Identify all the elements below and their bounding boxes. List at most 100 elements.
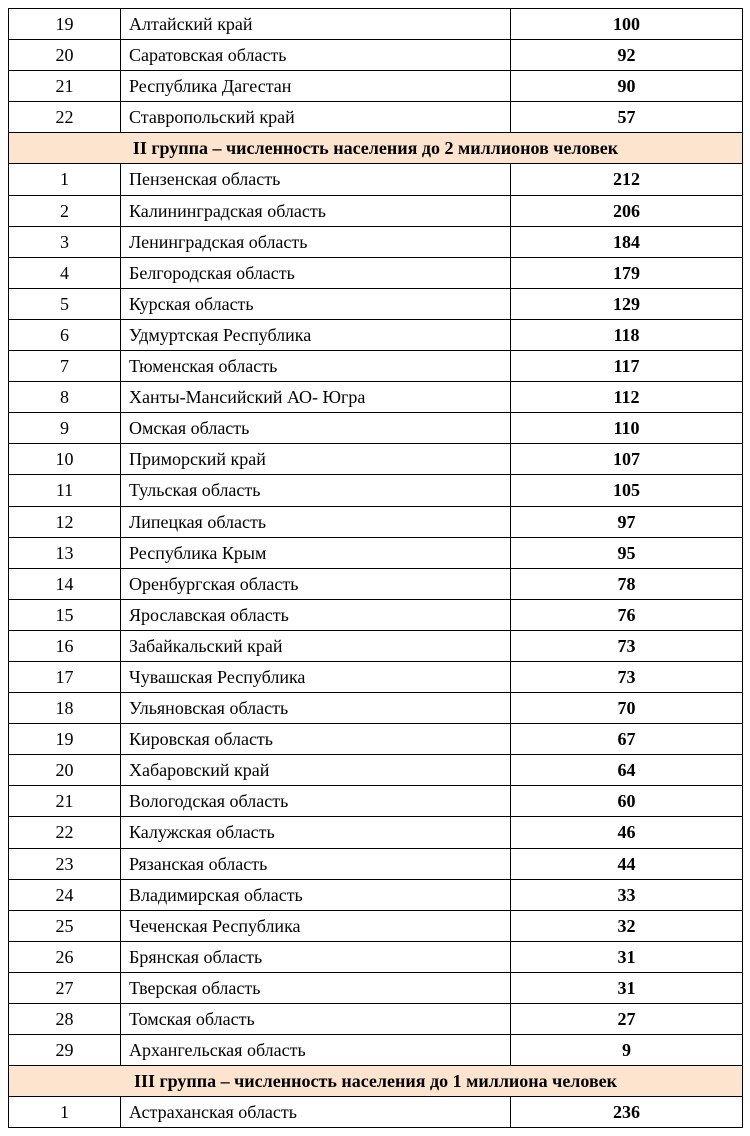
row-number-cell: 23 [9, 848, 121, 879]
table-row: 16Забайкальский край73 [9, 630, 743, 661]
region-name-cell: Кировская область [121, 724, 511, 755]
region-name-cell: Белгородская область [121, 257, 511, 288]
value-cell: 92 [511, 40, 743, 71]
row-number-cell: 19 [9, 724, 121, 755]
value-cell: 78 [511, 568, 743, 599]
table-row: III группа – численность населения до 1 … [9, 1066, 743, 1097]
region-name-cell: Тюменская область [121, 351, 511, 382]
row-number-cell: 24 [9, 879, 121, 910]
table-row: 3Ленинградская область184 [9, 226, 743, 257]
region-name-cell: Удмуртская Республика [121, 319, 511, 350]
value-cell: 90 [511, 71, 743, 102]
region-name-cell: Приморский край [121, 444, 511, 475]
region-name-cell: Саратовская область [121, 40, 511, 71]
table-row: 22Ставропольский край57 [9, 102, 743, 133]
row-number-cell: 1 [9, 1097, 121, 1128]
value-cell: 112 [511, 382, 743, 413]
row-number-cell: 29 [9, 1035, 121, 1066]
value-cell: 73 [511, 661, 743, 692]
table-row: 27Тверская область31 [9, 972, 743, 1003]
table-row: 21Вологодская область60 [9, 786, 743, 817]
region-name-cell: Ставропольский край [121, 102, 511, 133]
value-cell: 76 [511, 599, 743, 630]
table-row: 10Приморский край107 [9, 444, 743, 475]
table-row: 1Астраханская область236 [9, 1097, 743, 1128]
table-row: II группа – численность населения до 2 м… [9, 133, 743, 164]
value-cell: 9 [511, 1035, 743, 1066]
region-name-cell: Республика Дагестан [121, 71, 511, 102]
value-cell: 100 [511, 9, 743, 40]
region-name-cell: Рязанская область [121, 848, 511, 879]
region-name-cell: Брянская область [121, 941, 511, 972]
table-row: 19Кировская область67 [9, 724, 743, 755]
region-name-cell: Республика Крым [121, 537, 511, 568]
row-number-cell: 13 [9, 537, 121, 568]
table-row: 25Чеченская Республика32 [9, 910, 743, 941]
table-row: 23Рязанская область44 [9, 848, 743, 879]
value-cell: 97 [511, 506, 743, 537]
row-number-cell: 7 [9, 351, 121, 382]
table-row: 26Брянская область31 [9, 941, 743, 972]
region-name-cell: Хабаровский край [121, 755, 511, 786]
row-number-cell: 8 [9, 382, 121, 413]
row-number-cell: 28 [9, 1004, 121, 1035]
row-number-cell: 22 [9, 817, 121, 848]
table-row: 15Ярославская область76 [9, 599, 743, 630]
table-row: 19Алтайский край100 [9, 9, 743, 40]
table-row: 11Тульская область105 [9, 475, 743, 506]
region-name-cell: Забайкальский край [121, 630, 511, 661]
table-row: 4Белгородская область179 [9, 257, 743, 288]
table-row: 5Курская область129 [9, 288, 743, 319]
value-cell: 117 [511, 351, 743, 382]
row-number-cell: 15 [9, 599, 121, 630]
value-cell: 33 [511, 879, 743, 910]
value-cell: 212 [511, 164, 743, 195]
row-number-cell: 3 [9, 226, 121, 257]
table-row: 2Калининградская область206 [9, 195, 743, 226]
region-name-cell: Астраханская область [121, 1097, 511, 1128]
table-row: 29Архангельская область9 [9, 1035, 743, 1066]
value-cell: 206 [511, 195, 743, 226]
table-row: 7Тюменская область117 [9, 351, 743, 382]
table-row: 12Липецкая область97 [9, 506, 743, 537]
region-name-cell: Липецкая область [121, 506, 511, 537]
table-row: 17Чувашская Республика73 [9, 661, 743, 692]
row-number-cell: 22 [9, 102, 121, 133]
row-number-cell: 27 [9, 972, 121, 1003]
value-cell: 118 [511, 319, 743, 350]
table-row: 8Ханты-Мансийский АО- Югра112 [9, 382, 743, 413]
row-number-cell: 6 [9, 319, 121, 350]
region-name-cell: Алтайский край [121, 9, 511, 40]
value-cell: 67 [511, 724, 743, 755]
table-row: 24Владимирская область33 [9, 879, 743, 910]
table-row: 20Хабаровский край64 [9, 755, 743, 786]
region-name-cell: Ленинградская область [121, 226, 511, 257]
region-name-cell: Оренбургская область [121, 568, 511, 599]
table-row: 1Пензенская область212 [9, 164, 743, 195]
row-number-cell: 10 [9, 444, 121, 475]
region-name-cell: Калининградская область [121, 195, 511, 226]
value-cell: 70 [511, 693, 743, 724]
region-name-cell: Ханты-Мансийский АО- Югра [121, 382, 511, 413]
table-row: 21Республика Дагестан90 [9, 71, 743, 102]
value-cell: 184 [511, 226, 743, 257]
region-name-cell: Ярославская область [121, 599, 511, 630]
region-name-cell: Архангельская область [121, 1035, 511, 1066]
table-row: 14Оренбургская область78 [9, 568, 743, 599]
region-name-cell: Владимирская область [121, 879, 511, 910]
row-number-cell: 5 [9, 288, 121, 319]
region-name-cell: Тульская область [121, 475, 511, 506]
value-cell: 46 [511, 817, 743, 848]
row-number-cell: 20 [9, 40, 121, 71]
region-name-cell: Чувашская Республика [121, 661, 511, 692]
value-cell: 129 [511, 288, 743, 319]
row-number-cell: 21 [9, 786, 121, 817]
row-number-cell: 20 [9, 755, 121, 786]
region-name-cell: Вологодская область [121, 786, 511, 817]
row-number-cell: 16 [9, 630, 121, 661]
value-cell: 110 [511, 413, 743, 444]
value-cell: 31 [511, 972, 743, 1003]
region-name-cell: Пензенская область [121, 164, 511, 195]
value-cell: 44 [511, 848, 743, 879]
region-name-cell: Томская область [121, 1004, 511, 1035]
